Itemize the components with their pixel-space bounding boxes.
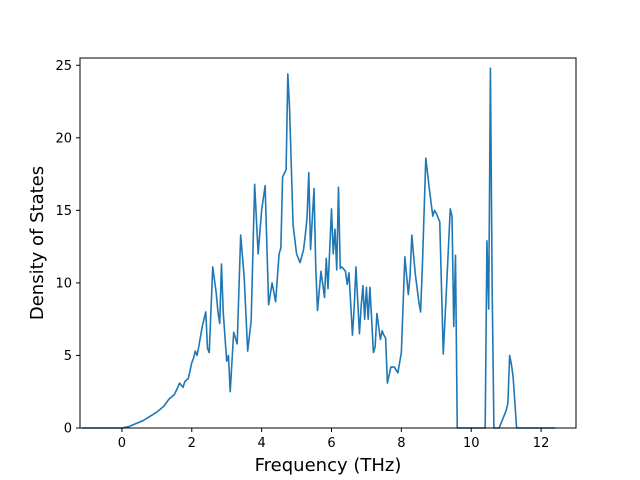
plot-area xyxy=(81,67,556,429)
x-axis-ticks: 0 2 4 6 8 10 12 xyxy=(118,428,550,451)
dos-series-line xyxy=(81,67,556,429)
x-tick-label: 6 xyxy=(327,436,335,451)
y-tick-label: 15 xyxy=(55,204,72,219)
y-tick-label: 25 xyxy=(55,59,72,74)
y-axis-label: Density of States xyxy=(27,166,48,320)
y-tick-label: 0 xyxy=(64,422,72,437)
x-axis-label: Frequency (THz) xyxy=(255,455,402,476)
x-tick-label: 8 xyxy=(397,436,405,451)
axes-frame xyxy=(79,57,577,429)
x-tick-label: 0 xyxy=(118,436,126,451)
y-tick-label: 10 xyxy=(55,276,72,291)
x-tick-label: 4 xyxy=(257,436,265,451)
y-tick-label: 5 xyxy=(64,349,72,364)
y-tick-label: 20 xyxy=(55,131,72,146)
x-tick-label: 2 xyxy=(188,436,196,451)
y-axis-ticks: 0 5 10 15 20 25 xyxy=(55,59,80,437)
x-tick-label: 12 xyxy=(533,436,550,451)
x-tick-label: 10 xyxy=(463,436,480,451)
